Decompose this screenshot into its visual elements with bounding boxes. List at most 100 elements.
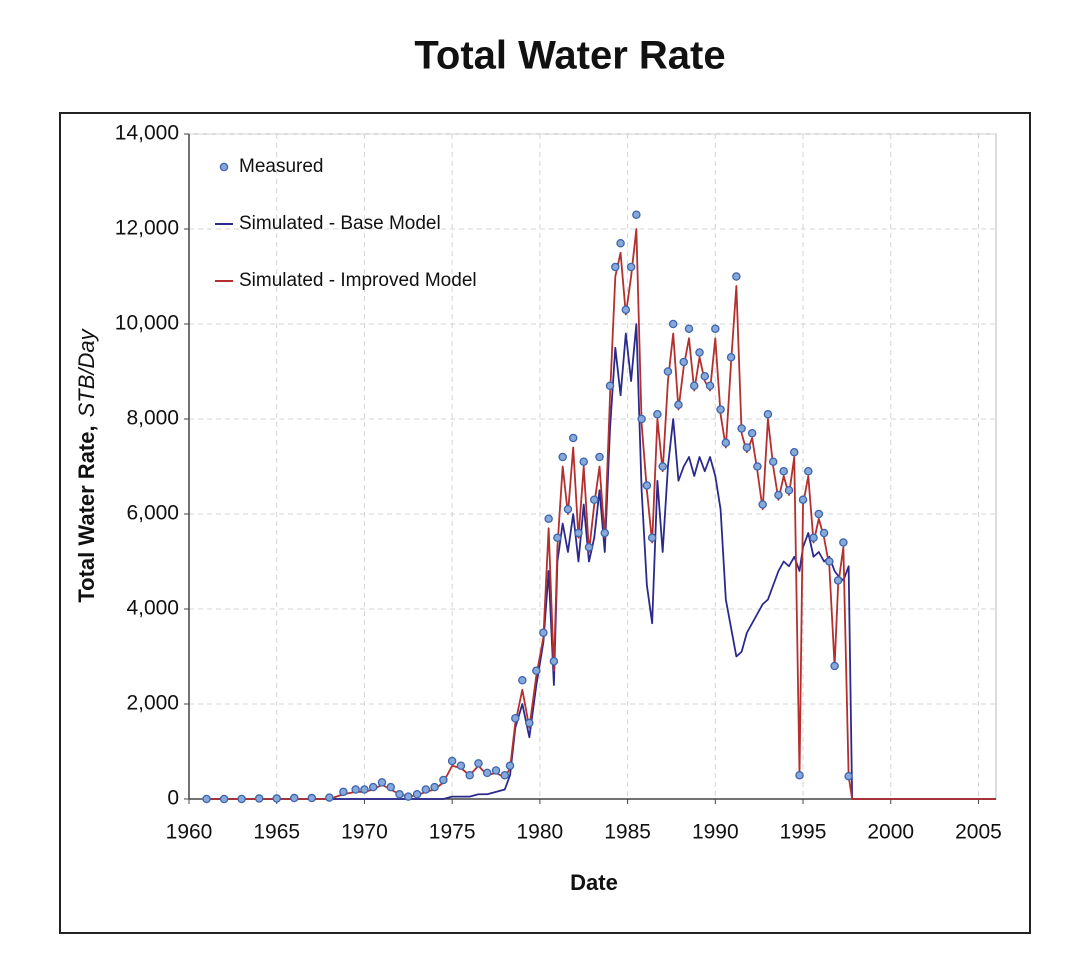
x-tick-label: 1970	[341, 821, 388, 844]
series-line	[206, 323, 996, 800]
data-point	[568, 433, 578, 443]
legend-label: Measured	[239, 156, 324, 177]
data-point	[668, 319, 678, 329]
data-point	[763, 409, 773, 419]
data-point	[716, 405, 725, 414]
data-point	[219, 794, 229, 804]
data-point	[544, 514, 553, 524]
y-axis-label: Total Water Rate, STB/Day	[74, 327, 99, 602]
data-point	[532, 666, 541, 676]
data-point	[272, 794, 281, 803]
data-point	[705, 381, 715, 390]
data-point	[753, 462, 762, 471]
data-point	[830, 661, 839, 671]
data-point	[742, 443, 752, 452]
data-point	[511, 714, 520, 723]
data-point	[237, 794, 246, 804]
data-point	[447, 756, 457, 766]
y-tick-label: 2,000	[126, 692, 179, 715]
data-point	[558, 452, 567, 462]
data-point	[456, 761, 466, 771]
data-point	[307, 793, 317, 803]
x-tick-label: 1965	[253, 821, 300, 844]
data-point	[404, 792, 413, 801]
y-axis-label-unit: STB/Day	[74, 327, 99, 417]
data-point	[804, 466, 813, 476]
data-point	[412, 790, 422, 799]
data-point	[732, 272, 741, 281]
data-point	[774, 490, 783, 500]
data-point	[747, 428, 757, 438]
data-point	[553, 533, 562, 543]
data-point	[779, 466, 788, 476]
data-point	[674, 400, 683, 409]
data-point	[737, 424, 746, 433]
data-point	[360, 785, 369, 794]
data-point	[439, 775, 448, 785]
data-point	[809, 533, 818, 543]
data-point	[637, 414, 646, 424]
data-point	[632, 210, 641, 219]
y-tick-label: 10,000	[115, 312, 179, 335]
data-point	[474, 759, 483, 768]
data-point	[325, 793, 334, 802]
plot-area	[188, 133, 997, 800]
data-point	[518, 676, 527, 685]
chart-title: Total Water Rate	[414, 34, 725, 78]
x-tick-label: 1995	[780, 821, 827, 844]
data-point	[684, 324, 694, 333]
data-point	[616, 238, 625, 248]
data-point	[611, 262, 620, 272]
data-point	[798, 495, 808, 504]
data-point	[505, 761, 515, 771]
y-axis-label-text: Total Water Rate,	[74, 425, 99, 602]
data-point	[833, 576, 843, 585]
data-point	[679, 357, 688, 367]
data-point	[368, 782, 378, 792]
data-point	[621, 305, 631, 314]
data-point	[825, 557, 834, 566]
data-point	[377, 778, 387, 787]
legend: Measured Simulated - Base Model Simulated …	[215, 156, 477, 291]
data-point	[690, 381, 699, 390]
data-point	[721, 438, 731, 447]
data-point	[465, 771, 474, 780]
data-point	[351, 785, 360, 794]
data-point	[539, 628, 548, 638]
data-point	[663, 367, 673, 376]
y-tick-label: 12,000	[115, 217, 179, 240]
x-tick-label: 2005	[955, 821, 1002, 844]
data-point	[525, 718, 534, 728]
x-tick-label: 1980	[517, 821, 564, 844]
data-point	[819, 528, 829, 538]
data-point	[491, 766, 501, 775]
data-point	[653, 409, 662, 419]
data-point	[726, 352, 736, 362]
data-point	[642, 481, 652, 490]
y-tick-label: 8,000	[126, 407, 179, 430]
x-tick-label: 1990	[692, 821, 739, 844]
data-point	[768, 457, 778, 466]
data-point	[600, 528, 610, 538]
data-point	[758, 500, 767, 509]
x-tick-label: 1975	[429, 821, 476, 844]
legend-marker	[219, 162, 229, 172]
data-point	[784, 485, 794, 495]
data-point	[626, 262, 636, 272]
data-point	[549, 657, 559, 666]
x-tick-label: 1960	[166, 821, 213, 844]
x-tick-label: 2000	[867, 821, 914, 844]
data-point	[254, 794, 264, 803]
data-point	[421, 785, 431, 794]
data-point	[790, 447, 799, 457]
data-point	[339, 787, 348, 797]
data-point	[386, 782, 395, 792]
data-point	[839, 538, 848, 547]
data-point	[605, 381, 615, 390]
data-point	[647, 533, 657, 543]
y-tick-label: 0	[167, 787, 179, 810]
data-point	[430, 782, 439, 792]
legend-label: Simulated - Improved Model	[239, 270, 477, 291]
